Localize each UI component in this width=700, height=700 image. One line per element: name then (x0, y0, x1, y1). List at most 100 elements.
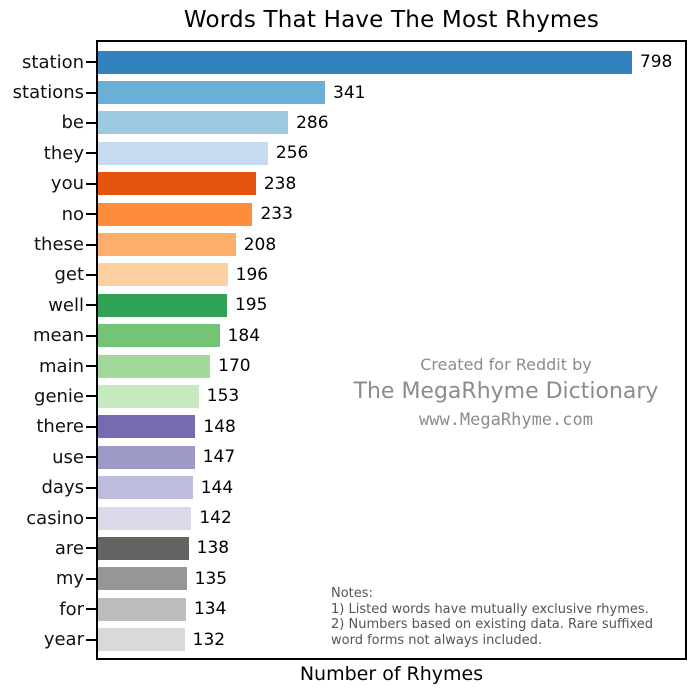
bar (96, 81, 325, 105)
bar (96, 263, 228, 287)
bar-value-label: 144 (200, 477, 234, 498)
y-tick-label: days (41, 477, 85, 499)
bar-value-label: 135 (194, 568, 228, 589)
credit-dictionary-name: The MegaRhyme Dictionary (353, 379, 659, 404)
bar-value-label: 256 (275, 143, 309, 164)
bar (96, 476, 193, 500)
bar (96, 506, 192, 530)
bar-row: no 233 (0, 199, 700, 229)
bar (96, 172, 256, 196)
bar-row: there 148 (0, 412, 700, 442)
y-tick-mark (86, 425, 96, 428)
bar-row: days 144 (0, 472, 700, 502)
y-tick-label: you (50, 173, 84, 195)
bar-row: main 170 (0, 351, 700, 381)
bar-rows: station 798 stations 341 be 286 they 256 you 238 n… (0, 40, 700, 660)
y-tick-label: no (61, 203, 84, 225)
bar-value-label: 134 (193, 599, 227, 620)
bar-row: genie 153 (0, 381, 700, 411)
credit-website-url: www.MegaRhyme.com (418, 410, 593, 430)
bar-value-label: 196 (235, 264, 269, 285)
y-tick-label: mean (32, 325, 84, 347)
y-tick-mark (86, 456, 96, 459)
bar-row: mean 184 (0, 321, 700, 351)
y-tick-label: casino (26, 507, 84, 529)
bar (96, 233, 236, 257)
y-tick-label: get (54, 264, 84, 286)
y-tick-mark (86, 365, 96, 368)
bar-value-label: 195 (234, 295, 268, 316)
y-tick-mark (86, 213, 96, 216)
notes-heading: Notes: (331, 586, 373, 601)
bar-value-label: 138 (196, 538, 230, 559)
y-tick-mark (86, 243, 96, 246)
bar-row: for 134 (0, 594, 700, 624)
bar (96, 384, 199, 408)
bar (96, 111, 289, 135)
bar-row: they 256 (0, 138, 700, 168)
y-tick-mark (86, 182, 96, 185)
y-tick-label: for (59, 598, 84, 620)
bar (96, 597, 186, 621)
y-tick-mark (86, 152, 96, 155)
bar (96, 354, 211, 378)
bar-row: these 208 (0, 229, 700, 259)
x-axis-label: Number of Rhymes (299, 663, 484, 685)
y-tick-mark (86, 638, 96, 641)
y-tick-mark (86, 61, 96, 64)
y-tick-mark (86, 517, 96, 520)
bar-value-label: 798 (639, 52, 673, 73)
y-tick-label: station (22, 51, 84, 73)
bar-row: casino 142 (0, 503, 700, 533)
bar-value-label: 147 (202, 447, 236, 468)
bar-value-label: 142 (199, 508, 232, 529)
y-tick-mark (86, 304, 96, 307)
y-tick-mark (86, 547, 96, 550)
bar (96, 202, 253, 226)
bar-value-label: 148 (203, 416, 236, 437)
y-tick-mark (86, 577, 96, 580)
bar-value-label: 170 (218, 356, 251, 377)
bar (96, 141, 268, 165)
credit-block: Created for Reddit by The MegaRhyme Dict… (354, 355, 659, 430)
y-tick-label: they (43, 142, 84, 164)
bar-value-label: 208 (243, 234, 277, 255)
y-tick-mark (86, 608, 96, 611)
bar-value-label: 184 (227, 325, 261, 346)
chart-title: Words That Have The Most Rhymes (183, 7, 600, 33)
y-tick-mark (86, 395, 96, 398)
bar-value-label: 286 (296, 112, 329, 133)
bar-row: are 138 (0, 533, 700, 563)
y-tick-label: main (39, 355, 84, 377)
y-tick-mark (86, 273, 96, 276)
y-tick-label: year (43, 629, 84, 651)
y-tick-label: my (55, 568, 84, 590)
bar-row: station 798 (0, 47, 700, 77)
bar (96, 324, 220, 348)
y-tick-label: are (54, 537, 84, 559)
bar (96, 50, 632, 74)
bar (96, 415, 196, 439)
bar (96, 445, 195, 469)
bar-row: be 286 (0, 108, 700, 138)
credit-created-for: Created for Reddit by (420, 355, 592, 374)
bar-value-label: 132 (192, 629, 226, 650)
bar-value-label: 238 (263, 173, 297, 194)
y-tick-label: use (52, 446, 84, 468)
y-tick-mark (86, 121, 96, 124)
bar-row: year 132 (0, 624, 700, 654)
bar (96, 567, 187, 591)
bar-value-label: 153 (206, 386, 240, 407)
bar-row: my 135 (0, 564, 700, 594)
bar (96, 293, 227, 317)
notes-line-1: 1) Listed words have mutually exclusive … (331, 601, 649, 617)
y-tick-label: stations (12, 82, 84, 104)
notes-line-2: 2) Numbers based on existing data. Rare … (331, 617, 654, 632)
y-tick-label: genie (34, 385, 84, 407)
y-tick-label: be (61, 112, 85, 134)
bar-row: well 195 (0, 290, 700, 320)
bar-row: get 196 (0, 260, 700, 290)
y-tick-mark (86, 334, 96, 337)
y-tick-mark (86, 91, 96, 94)
